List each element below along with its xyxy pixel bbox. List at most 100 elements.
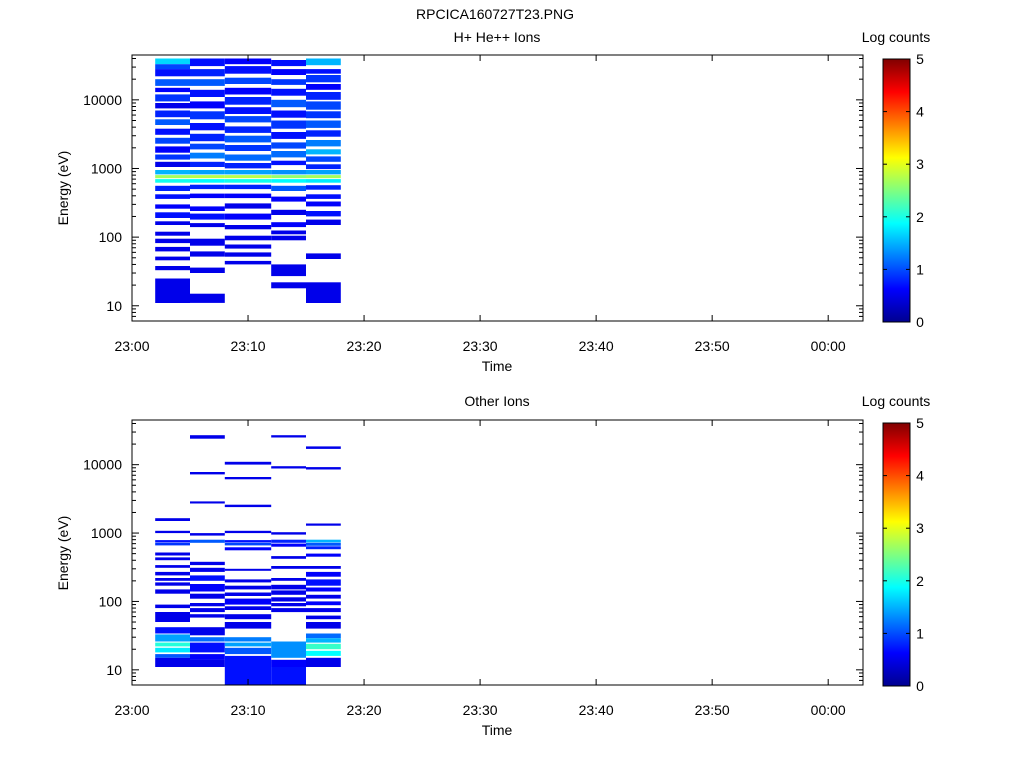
colorbar-tick-label: 4 (916, 104, 924, 120)
heatmap-cell (306, 185, 341, 190)
heatmap-cell (271, 566, 306, 569)
heatmap-cell (224, 655, 272, 663)
heatmap-cell (306, 170, 341, 175)
heatmap-cell (190, 561, 225, 566)
heatmap-cell (306, 201, 341, 207)
heatmap-cell (271, 230, 306, 235)
heatmap-cell (190, 213, 225, 220)
colorbar-label: Log counts (862, 29, 931, 45)
heatmap-cell (224, 126, 272, 133)
heatmap-cell (271, 282, 306, 289)
heatmap-cell (306, 282, 341, 303)
heatmap-cell (271, 160, 306, 166)
colorbar-tick-label: 0 (916, 314, 924, 330)
heatmap-cell (190, 567, 225, 572)
heatmap-cell (306, 101, 341, 110)
heatmap-cell (190, 123, 225, 131)
heatmap-cell (271, 110, 306, 118)
heatmap-cell (224, 145, 272, 151)
heatmap-cell (271, 466, 306, 469)
heatmap-cell (190, 143, 225, 150)
heatmap-cell (190, 193, 225, 199)
heatmap-cell (306, 650, 341, 656)
heatmap-cell (224, 97, 272, 105)
heatmap-cell (306, 546, 341, 550)
y-axis-label: Energy (eV) (55, 151, 71, 226)
y-tick-label: 100 (99, 229, 123, 245)
heatmap-cell (271, 584, 306, 590)
heatmap-cell (190, 642, 225, 653)
x-axis-label: Time (482, 358, 513, 374)
heatmap-cell (190, 69, 225, 77)
heatmap-cell (306, 553, 341, 557)
heatmap-cell (224, 614, 272, 620)
heatmap-cell (224, 504, 272, 508)
heatmap-cell (224, 203, 272, 209)
heatmap-cell (155, 204, 190, 209)
heatmap-cell (155, 634, 190, 642)
heatmap-cell (155, 170, 190, 175)
heatmap-cell (224, 252, 272, 257)
heatmap-cell (224, 637, 272, 642)
heatmap-cell (306, 130, 341, 137)
heatmap-cell (190, 223, 225, 228)
heatmap-cell (224, 193, 272, 199)
heatmap-cell (155, 627, 190, 634)
heatmap-cell (155, 647, 190, 653)
heatmap-cell (155, 552, 190, 556)
heatmap-cell (271, 142, 306, 149)
heatmap-cell (306, 633, 341, 639)
heatmap-cell (155, 87, 190, 93)
ion-panel-other: Other Ions Time Energy (eV) Log counts 2… (55, 393, 930, 738)
heatmap-cell (155, 565, 190, 568)
x-tick-label: 00:00 (811, 702, 846, 718)
heatmap-cell (190, 501, 225, 504)
heatmap-cell (155, 256, 190, 261)
heatmap-cell (224, 135, 272, 143)
heatmap-cell (306, 587, 341, 592)
heatmap-cell (271, 151, 306, 158)
colorbar-tick-label: 4 (916, 468, 924, 484)
heatmap-cell (271, 196, 306, 202)
heatmap-cell (271, 69, 306, 75)
x-tick-label: 23:00 (114, 702, 149, 718)
heatmap-cell (190, 627, 225, 636)
heatmap-cell (190, 539, 225, 543)
heatmap-cell (271, 79, 306, 85)
heatmap-cell (306, 253, 341, 259)
heatmap-cell (224, 179, 272, 183)
ion-panel-h-he: H+ He++ Ions Time Energy (eV) Log counts… (55, 29, 930, 374)
heatmap-cell (306, 175, 341, 179)
heatmap-cell (271, 170, 306, 175)
heatmap-cell (224, 184, 272, 190)
y-tick-label: 10 (106, 298, 122, 314)
x-tick-label: 23:20 (347, 338, 382, 354)
heatmap-cell (190, 533, 225, 536)
heatmap-cell (190, 593, 225, 599)
heatmap-cell (155, 79, 190, 86)
x-tick-label: 23:50 (695, 702, 730, 718)
heatmap-cell (190, 603, 225, 607)
heatmap-cell (224, 477, 272, 480)
heatmap-cell (271, 179, 306, 183)
heatmap-cell (190, 101, 225, 109)
heatmap-cell (155, 231, 190, 236)
heatmap-cell (306, 219, 341, 225)
y-tick-label: 1000 (91, 525, 122, 541)
x-tick-label: 00:00 (811, 338, 846, 354)
heatmap-cell (306, 638, 341, 643)
colorbar (882, 422, 911, 687)
heatmap-cell (155, 58, 190, 65)
y-tick-label: 1000 (91, 160, 122, 176)
heatmap-cell (155, 518, 190, 521)
heatmap-cell (306, 594, 341, 599)
heatmap-cell (271, 590, 306, 595)
y-axis-label: Energy (eV) (55, 516, 71, 591)
heatmap-cell (271, 641, 306, 658)
heatmap-cell (271, 175, 306, 179)
heatmap-cell (306, 156, 341, 162)
heatmap-cell (224, 235, 272, 241)
heatmap-cell (271, 60, 306, 67)
heatmap-cell (190, 608, 225, 613)
heatmap-cells (155, 435, 341, 685)
